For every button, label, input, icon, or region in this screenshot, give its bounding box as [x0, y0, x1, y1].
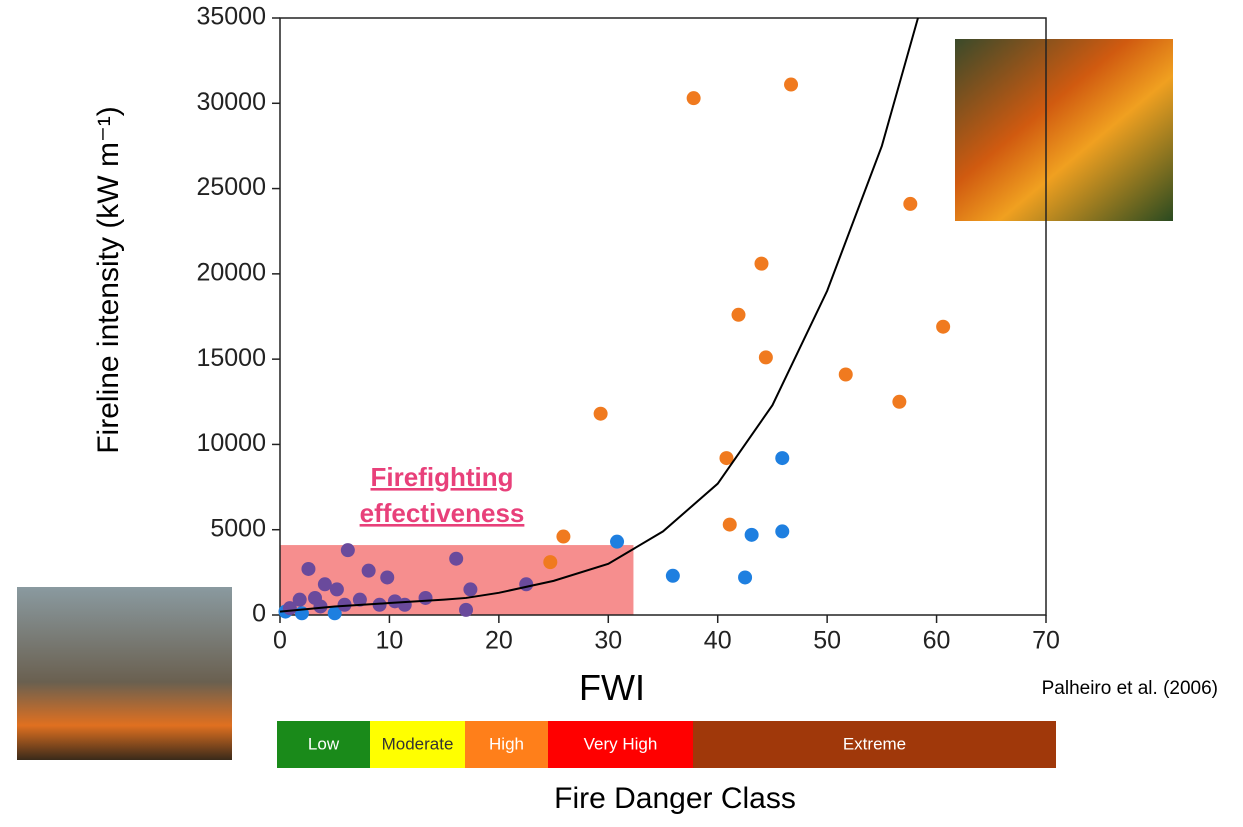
point — [449, 551, 464, 566]
y-tick-label: 25000 — [196, 173, 266, 201]
point — [352, 592, 367, 607]
point — [329, 582, 344, 597]
point — [719, 451, 734, 466]
y-tick-label: 30000 — [196, 88, 266, 116]
point — [337, 597, 352, 612]
point — [418, 590, 433, 605]
point — [738, 570, 753, 585]
y-tick-label: 15000 — [196, 344, 266, 372]
y-tick-label: 5000 — [210, 514, 266, 542]
point — [543, 555, 558, 570]
danger-class-segment — [693, 721, 1056, 768]
point — [313, 599, 328, 614]
y-tick-label: 0 — [252, 600, 266, 628]
x-tick-label: 60 — [923, 627, 951, 655]
point — [380, 570, 395, 585]
point — [775, 451, 790, 466]
point — [327, 606, 342, 621]
y-tick-label: 10000 — [196, 429, 266, 457]
point — [292, 592, 307, 607]
point — [282, 601, 297, 616]
point — [722, 517, 737, 532]
point — [936, 319, 951, 334]
point — [686, 91, 701, 106]
zone-label: effectiveness — [360, 498, 525, 528]
danger-class-label: Extreme — [843, 734, 906, 753]
point — [838, 367, 853, 382]
point — [610, 534, 625, 549]
danger-class-bar: Low Moderate High Very High Extreme — [277, 721, 1056, 768]
point — [361, 563, 376, 578]
fit-curve — [279, 17, 919, 613]
danger-class-segment — [548, 721, 693, 768]
y-axis-label: Fireline intensity (kW m⁻¹) — [92, 106, 125, 454]
point — [784, 77, 799, 92]
danger-class-label: Very High — [584, 734, 658, 753]
x-tick-label: 70 — [1032, 627, 1060, 655]
point — [340, 543, 355, 558]
plot-area: Firefighting effectiveness 0 10 20 30 40 50 60 70… — [196, 3, 1059, 655]
point — [317, 577, 332, 592]
y-tick-label: 35000 — [196, 3, 266, 31]
danger-class-title: Fire Danger Class — [554, 782, 796, 815]
x-tick-label: 20 — [485, 627, 513, 655]
x-tick-label: 0 — [273, 627, 287, 655]
point — [758, 350, 773, 365]
x-tick-label: 50 — [813, 627, 841, 655]
danger-class-segment — [465, 721, 548, 768]
danger-class-label: Moderate — [382, 734, 454, 753]
citation: Palheiro et al. (2006) — [1042, 678, 1218, 699]
danger-class-label: Low — [308, 734, 340, 753]
x-axis-label: FWI — [579, 667, 645, 708]
point — [754, 256, 769, 271]
danger-class-segment — [277, 721, 370, 768]
point — [556, 529, 571, 544]
point — [519, 577, 534, 592]
point — [372, 597, 387, 612]
y-tick-label: 20000 — [196, 258, 266, 286]
photo-crown-fire — [955, 39, 1173, 221]
point — [731, 307, 746, 322]
point — [459, 602, 474, 617]
point — [775, 524, 790, 539]
point — [593, 406, 608, 421]
point — [463, 582, 478, 597]
x-tick-label: 40 — [704, 627, 732, 655]
point — [892, 394, 907, 409]
x-tick-label: 10 — [376, 627, 404, 655]
photo-surface-fire — [17, 587, 232, 760]
x-tick-label: 30 — [594, 627, 622, 655]
zone-label: Firefighting — [371, 462, 514, 492]
danger-class-segment — [370, 721, 465, 768]
point — [665, 568, 680, 583]
plot-frame — [279, 17, 1047, 616]
point — [387, 594, 402, 609]
point — [744, 527, 759, 542]
point — [903, 196, 918, 211]
point — [301, 561, 316, 576]
danger-class-label: High — [489, 734, 524, 753]
